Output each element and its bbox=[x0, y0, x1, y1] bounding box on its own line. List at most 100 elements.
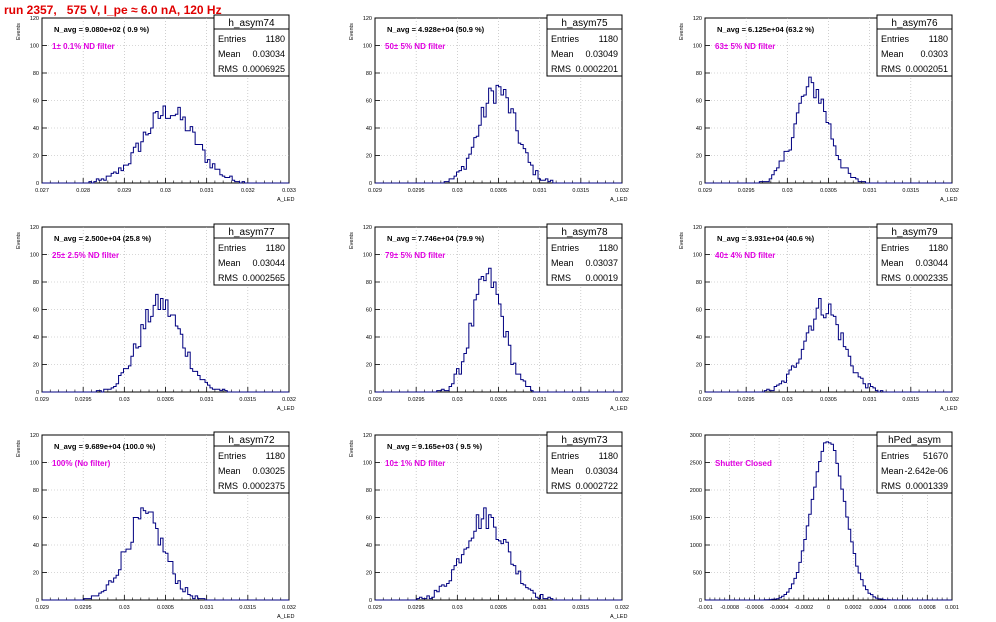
navg-label: N_avg = 6.125e+04 (63.2 %) bbox=[717, 25, 815, 34]
x-tick-label: 0.032 bbox=[615, 188, 629, 194]
stats-entries-value: 1180 bbox=[929, 243, 948, 253]
filter-label: 25± 2.5% ND filter bbox=[52, 251, 119, 260]
x-tick-label: 0.028 bbox=[76, 188, 90, 194]
y-axis-label: Events bbox=[16, 23, 22, 40]
histogram-panel-h_asym76: 0.029 0.0295 0.03 0.0305 0.031 0.0315 0.032 0 20… bbox=[679, 14, 959, 203]
stats-entries-label: Entries bbox=[218, 243, 247, 253]
y-tick-label: 80 bbox=[33, 71, 39, 77]
x-tick-label: 0.0295 bbox=[738, 188, 755, 194]
y-tick-label: 60 bbox=[33, 99, 39, 105]
y-tick-label: 0 bbox=[36, 181, 39, 187]
x-tick-label: 0.032 bbox=[241, 188, 255, 194]
y-tick-label: 80 bbox=[696, 71, 702, 77]
x-tick-label: 0.029 bbox=[35, 397, 49, 403]
y-tick-label: 0 bbox=[369, 181, 372, 187]
x-tick-label: 0.031 bbox=[863, 188, 877, 194]
stats-rms-label: RMS bbox=[881, 64, 901, 74]
stats-entries-value: 1180 bbox=[266, 34, 285, 44]
stats-mean-value: 0.03025 bbox=[252, 466, 285, 476]
x-tick-label: 0.0305 bbox=[157, 397, 174, 403]
stats-entries-label: Entries bbox=[881, 34, 910, 44]
x-tick-label: 0.0305 bbox=[490, 397, 507, 403]
histogram-panel-h_asym79: 0.029 0.0295 0.03 0.0305 0.031 0.0315 0.032 0 20… bbox=[679, 223, 959, 412]
y-tick-label: 2000 bbox=[690, 488, 702, 494]
stats-box bbox=[876, 223, 953, 286]
x-tick-label: 0.0295 bbox=[408, 188, 425, 194]
stats-mean-value: -2.642e-06 bbox=[904, 466, 948, 476]
y-tick-label: 100 bbox=[363, 253, 372, 259]
x-axis-label: A_LED bbox=[610, 614, 627, 620]
stats-mean-value: 0.03049 bbox=[585, 49, 618, 59]
y-tick-label: 80 bbox=[366, 71, 372, 77]
y-tick-label: 120 bbox=[363, 433, 372, 439]
histogram-bars bbox=[42, 105, 289, 184]
stats-rms-label: RMS bbox=[218, 64, 238, 74]
y-axis-label: Events bbox=[349, 232, 355, 249]
x-tick-label: 0.032 bbox=[282, 397, 296, 403]
stats-rms-label: RMS bbox=[551, 64, 571, 74]
y-axis-label: Events bbox=[679, 232, 685, 249]
x-tick-label: 0.0295 bbox=[408, 605, 425, 611]
stats-mean-value: 0.0303 bbox=[920, 49, 948, 59]
histogram-bars bbox=[375, 84, 622, 184]
x-tick-label: 0.0006 bbox=[894, 605, 911, 611]
stats-hist-name: h_asym72 bbox=[228, 435, 275, 446]
filter-label: Shutter Closed bbox=[715, 459, 772, 468]
filter-label: 63± 5% ND filter bbox=[715, 42, 775, 51]
histogram-panel-h_asym75: 0.029 0.0295 0.03 0.0305 0.031 0.0315 0.032 0 20… bbox=[349, 14, 629, 203]
stats-mean-label: Mean bbox=[881, 466, 904, 476]
stats-entries-value: 1180 bbox=[266, 243, 285, 253]
stats-rms-value: 0.0001339 bbox=[905, 481, 948, 491]
stats-mean-label: Mean bbox=[218, 258, 241, 268]
y-tick-label: 60 bbox=[33, 516, 39, 522]
x-axis-label: A_LED bbox=[610, 197, 627, 203]
histogram-bars bbox=[375, 507, 622, 601]
x-tick-label: 0.031 bbox=[863, 397, 877, 403]
filter-label: 50± 5% ND filter bbox=[385, 42, 445, 51]
stats-mean-value: 0.03034 bbox=[585, 466, 618, 476]
x-tick-label: 0.031 bbox=[533, 605, 547, 611]
stats-entries-value: 1180 bbox=[929, 34, 948, 44]
histogram-panel-h_asym77: 0.029 0.0295 0.03 0.0305 0.031 0.0315 0.032 0 20… bbox=[16, 223, 296, 412]
y-axis-label: Events bbox=[16, 232, 22, 249]
x-tick-label: 0.029 bbox=[368, 397, 382, 403]
stats-hist-name: h_asym77 bbox=[228, 227, 275, 238]
y-tick-label: 40 bbox=[33, 543, 39, 549]
x-tick-label: 0.0315 bbox=[902, 188, 919, 194]
y-tick-label: 60 bbox=[366, 99, 372, 105]
stats-hist-name: h_asym75 bbox=[561, 18, 608, 29]
x-tick-label: 0.0315 bbox=[572, 188, 589, 194]
x-tick-label: 0.03 bbox=[452, 605, 463, 611]
filter-label: 79± 5% ND filter bbox=[385, 251, 445, 260]
x-tick-label: 0.0008 bbox=[919, 605, 936, 611]
y-tick-label: 40 bbox=[366, 543, 372, 549]
stats-entries-value: 1180 bbox=[266, 451, 285, 461]
y-tick-label: 60 bbox=[696, 308, 702, 314]
y-tick-label: 120 bbox=[30, 433, 39, 439]
stats-mean-label: Mean bbox=[551, 466, 574, 476]
stats-rms-label: RMS bbox=[881, 481, 901, 491]
x-tick-label: 0.0315 bbox=[239, 397, 256, 403]
stats-box bbox=[546, 431, 623, 494]
y-tick-label: 120 bbox=[30, 16, 39, 22]
stats-entries-label: Entries bbox=[218, 451, 247, 461]
stats-box bbox=[546, 14, 623, 77]
stats-box bbox=[213, 431, 290, 494]
x-tick-label: 0.0315 bbox=[572, 605, 589, 611]
navg-label: N_avg = 9.165e+03 ( 9.5 %) bbox=[387, 442, 483, 451]
y-tick-label: 0 bbox=[369, 390, 372, 396]
y-tick-label: 80 bbox=[33, 280, 39, 286]
y-tick-label: 20 bbox=[33, 154, 39, 160]
stats-mean-value: 0.03034 bbox=[252, 49, 285, 59]
stats-mean-label: Mean bbox=[551, 258, 574, 268]
y-tick-label: 2500 bbox=[690, 461, 702, 467]
histogram-panel-h_asym73: 0.029 0.0295 0.03 0.0305 0.031 0.0315 0.032 0 20… bbox=[349, 431, 629, 620]
stats-rms-value: 0.0002565 bbox=[242, 273, 285, 283]
x-tick-label: 0.029 bbox=[35, 605, 49, 611]
y-axis-label: Events bbox=[679, 23, 685, 40]
y-tick-label: 40 bbox=[33, 335, 39, 341]
y-tick-label: 40 bbox=[366, 126, 372, 132]
navg-label: N_avg = 7.746e+04 (79.9 %) bbox=[387, 234, 485, 243]
x-tick-label: 0.0305 bbox=[820, 188, 837, 194]
